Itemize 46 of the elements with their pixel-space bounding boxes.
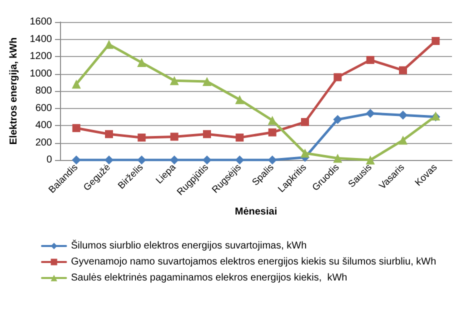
y-tick-label: 800	[35, 86, 52, 96]
point	[366, 108, 375, 118]
y-tick-label: 1600	[30, 16, 52, 28]
legend-label: Šilumos siurblio elektros energijos suvartojimas, kWh	[71, 240, 307, 252]
y-tick-label: 1200	[30, 51, 52, 62]
point	[104, 40, 114, 49]
point	[137, 58, 146, 68]
legend-label: Gyvenamojo namo suvartojamos elektros energijos kiekis su šilumos siurbliu, kWh	[71, 256, 436, 268]
point	[170, 132, 178, 141]
point	[72, 124, 80, 132]
point	[333, 154, 342, 163]
point	[399, 66, 407, 74]
point	[301, 118, 309, 126]
point	[170, 156, 179, 164]
y-tick-label: 600	[35, 102, 52, 114]
point	[333, 114, 342, 124]
point	[432, 36, 440, 45]
point	[398, 136, 408, 145]
point	[137, 156, 146, 164]
legend-label: Saulės elektrinės pagaminamos elekros energijos kiekis, kWh	[71, 272, 348, 284]
point	[366, 56, 374, 64]
point	[366, 156, 375, 164]
y-tick-label: 0	[46, 154, 52, 166]
point	[72, 156, 81, 164]
y-tick-label: 200	[35, 137, 52, 148]
point	[72, 80, 81, 89]
y-tick-label: 1000	[30, 68, 52, 80]
point	[268, 128, 276, 136]
point	[105, 130, 113, 138]
point	[202, 77, 212, 86]
point	[170, 76, 179, 86]
point	[334, 73, 342, 82]
point	[236, 134, 244, 142]
point	[300, 148, 310, 158]
point	[235, 156, 244, 164]
point	[138, 134, 146, 142]
y-tick-label: 1400	[30, 34, 52, 45]
point	[104, 156, 114, 164]
point	[203, 130, 211, 138]
x-axis-title: Mėnesiai	[234, 206, 278, 218]
point	[235, 95, 244, 104]
y-tick-label: 400	[35, 120, 52, 131]
point	[268, 156, 277, 164]
point	[202, 156, 212, 164]
point	[398, 110, 408, 120]
y-axis-title: Elektros energija, kWh	[8, 37, 20, 145]
